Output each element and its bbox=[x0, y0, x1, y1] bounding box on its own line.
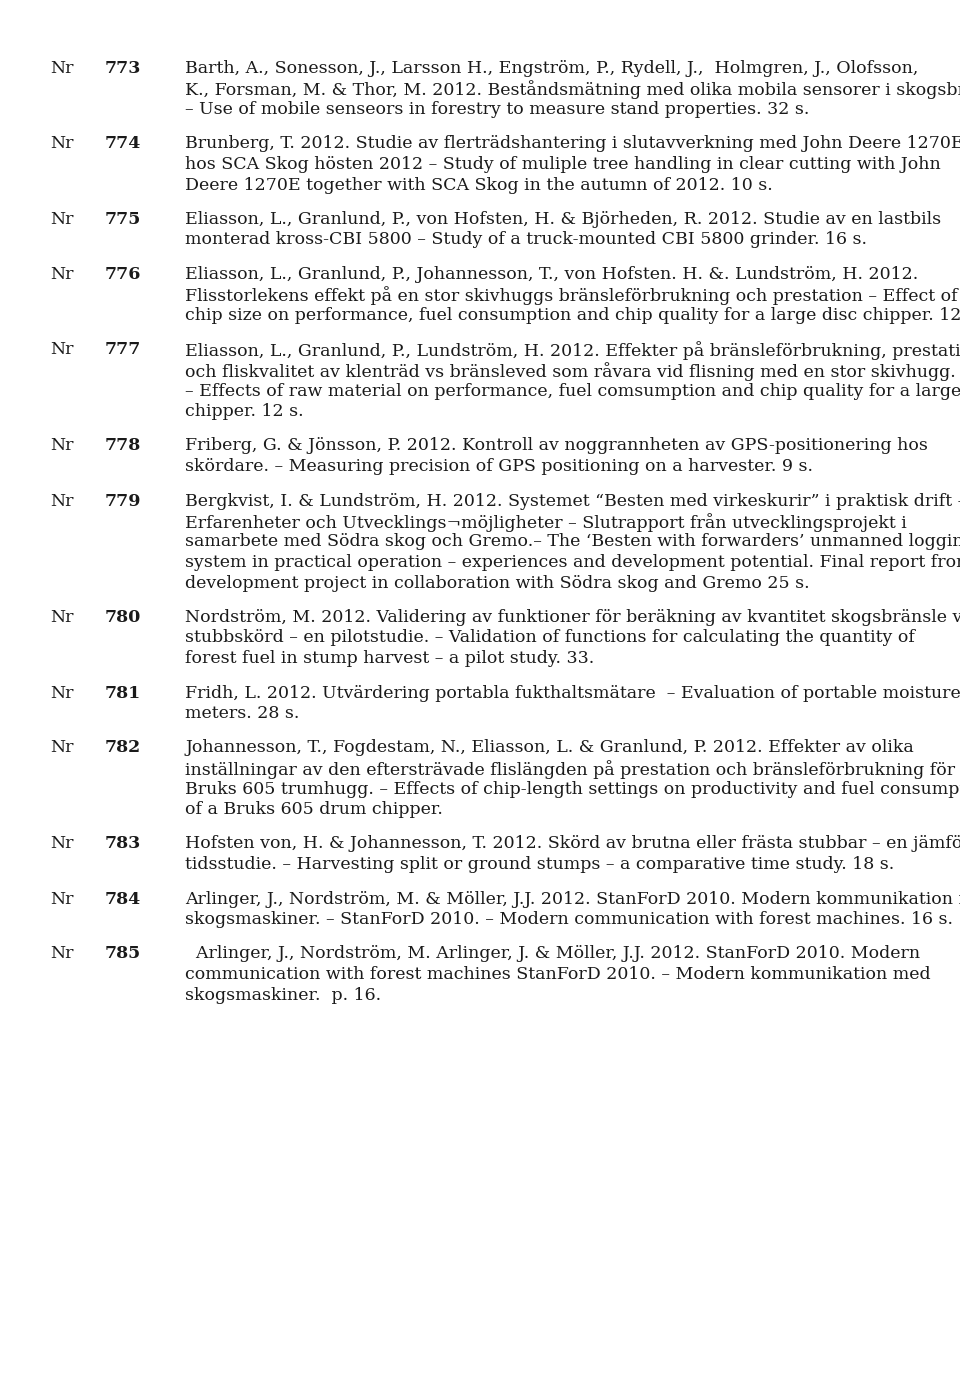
Text: 773: 773 bbox=[105, 60, 141, 77]
Text: meters. 28 s.: meters. 28 s. bbox=[185, 705, 300, 721]
Text: Johannesson, T., Fogdestam, N., Eliasson, L. & Granlund, P. 2012. Effekter av ol: Johannesson, T., Fogdestam, N., Eliasson… bbox=[185, 740, 914, 756]
Text: 779: 779 bbox=[105, 492, 141, 509]
Text: stubbskörd – en pilotstudie. – Validation of functions for calculating the quant: stubbskörd – en pilotstudie. – Validatio… bbox=[185, 629, 915, 646]
Text: development project in collaboration with Södra skog and Gremo 25 s.: development project in collaboration wit… bbox=[185, 575, 809, 591]
Text: Nr: Nr bbox=[50, 341, 74, 358]
Text: samarbete med Södra skog och Gremo.– The ‘Besten with forwarders’ unmanned loggi: samarbete med Södra skog och Gremo.– The… bbox=[185, 534, 960, 551]
Text: Nr: Nr bbox=[50, 836, 74, 853]
Text: Friberg, G. & Jönsson, P. 2012. Kontroll av noggrannheten av GPS-positionering h: Friberg, G. & Jönsson, P. 2012. Kontroll… bbox=[185, 438, 928, 454]
Text: och fliskvalitet av klenträd vs bränsleved som råvara vid flisning med en stor s: och fliskvalitet av klenträd vs bränslev… bbox=[185, 362, 956, 380]
Text: 785: 785 bbox=[105, 945, 141, 962]
Text: Nr: Nr bbox=[50, 60, 74, 77]
Text: Erfarenheter och Utvecklings¬möjligheter – Slutrapport från utvecklingsprojekt i: Erfarenheter och Utvecklings¬möjligheter… bbox=[185, 513, 907, 531]
Text: Nr: Nr bbox=[50, 685, 74, 702]
Text: skogsmaskiner. – StanForD 2010. – Modern communication with forest machines. 16 : skogsmaskiner. – StanForD 2010. – Modern… bbox=[185, 911, 953, 928]
Text: – Effects of raw material on performance, fuel comsumption and chip quality for : – Effects of raw material on performance… bbox=[185, 383, 960, 400]
Text: – Use of mobile senseors in forestry to measure stand properties. 32 s.: – Use of mobile senseors in forestry to … bbox=[185, 101, 809, 117]
Text: Nr: Nr bbox=[50, 211, 74, 228]
Text: Nr: Nr bbox=[50, 610, 74, 626]
Text: Deere 1270E together with SCA Skog in the autumn of 2012. 10 s.: Deere 1270E together with SCA Skog in th… bbox=[185, 176, 773, 193]
Text: Bergkvist, I. & Lundström, H. 2012. Systemet “Besten med virkeskurir” i praktisk: Bergkvist, I. & Lundström, H. 2012. Syst… bbox=[185, 492, 960, 509]
Text: 781: 781 bbox=[105, 685, 141, 702]
Text: communication with forest machines StanForD 2010. – Modern kommunikation med: communication with forest machines StanF… bbox=[185, 966, 930, 983]
Text: chipper. 12 s.: chipper. 12 s. bbox=[185, 403, 303, 419]
Text: Nr: Nr bbox=[50, 740, 74, 756]
Text: Eliasson, L., Granlund, P., Lundström, H. 2012. Effekter på bränsleförbrukning, : Eliasson, L., Granlund, P., Lundström, H… bbox=[185, 341, 960, 361]
Text: 775: 775 bbox=[105, 211, 141, 228]
Text: Barth, A., Sonesson, J., Larsson H., Engström, P., Rydell, J.,  Holmgren, J., Ol: Barth, A., Sonesson, J., Larsson H., Eng… bbox=[185, 60, 919, 77]
Text: Nr: Nr bbox=[50, 945, 74, 962]
Text: Nordström, M. 2012. Validering av funktioner för beräkning av kvantitet skogsbrä: Nordström, M. 2012. Validering av funkti… bbox=[185, 610, 960, 626]
Text: Nr: Nr bbox=[50, 492, 74, 509]
Text: Arlinger, J., Nordström, M. Arlinger, J. & Möller, J.J. 2012. StanForD 2010. Mod: Arlinger, J., Nordström, M. Arlinger, J.… bbox=[185, 945, 920, 962]
Text: Hofsten von, H. & Johannesson, T. 2012. Skörd av brutna eller frästa stubbar – e: Hofsten von, H. & Johannesson, T. 2012. … bbox=[185, 836, 960, 853]
Text: 774: 774 bbox=[105, 136, 141, 152]
Text: Nr: Nr bbox=[50, 266, 74, 282]
Text: Fridh, L. 2012. Utvärdering portabla fukthaltsmätare  – Evaluation of portable m: Fridh, L. 2012. Utvärdering portabla fuk… bbox=[185, 685, 960, 702]
Text: chip size on performance, fuel consumption and chip quality for a large disc chi: chip size on performance, fuel consumpti… bbox=[185, 308, 960, 324]
Text: Flisstorlekens effekt på en stor skivhuggs bränsleförbrukning och prestation – E: Flisstorlekens effekt på en stor skivhug… bbox=[185, 287, 960, 305]
Text: skördare. – Measuring precision of GPS positioning on a harvester. 9 s.: skördare. – Measuring precision of GPS p… bbox=[185, 459, 813, 475]
Text: Eliasson, L., Granlund, P., Johannesson, T., von Hofsten. H. &. Lundström, H. 20: Eliasson, L., Granlund, P., Johannesson,… bbox=[185, 266, 919, 282]
Text: 778: 778 bbox=[105, 438, 141, 454]
Text: 777: 777 bbox=[105, 341, 141, 358]
Text: 776: 776 bbox=[105, 266, 141, 282]
Text: 784: 784 bbox=[105, 891, 141, 907]
Text: 780: 780 bbox=[105, 610, 141, 626]
Text: 783: 783 bbox=[105, 836, 141, 853]
Text: K., Forsman, M. & Thor, M. 2012. Beståndsmätning med olika mobila sensorer i sko: K., Forsman, M. & Thor, M. 2012. Bestånd… bbox=[185, 81, 960, 99]
Text: skogsmaskiner.  p. 16.: skogsmaskiner. p. 16. bbox=[185, 987, 381, 1004]
Text: forest fuel in stump harvest – a pilot study. 33.: forest fuel in stump harvest – a pilot s… bbox=[185, 650, 594, 667]
Text: inställningar av den eftersträvade flislängden på prestation och bränsleförbrukn: inställningar av den eftersträvade flisl… bbox=[185, 761, 960, 779]
Text: hos SCA Skog hösten 2012 – Study of muliple tree handling in clear cutting with : hos SCA Skog hösten 2012 – Study of muli… bbox=[185, 157, 941, 173]
Text: system in practical operation – experiences and development potential. Final rep: system in practical operation – experien… bbox=[185, 554, 960, 570]
Text: Nr: Nr bbox=[50, 891, 74, 907]
Text: Brunberg, T. 2012. Studie av flerträdshantering i slutavverkning med John Deere : Brunberg, T. 2012. Studie av flerträdsha… bbox=[185, 136, 960, 152]
Text: tidsstudie. – Harvesting split or ground stumps – a comparative time study. 18 s: tidsstudie. – Harvesting split or ground… bbox=[185, 856, 895, 872]
Text: of a Bruks 605 drum chipper.: of a Bruks 605 drum chipper. bbox=[185, 801, 443, 818]
Text: Arlinger, J., Nordström, M. & Möller, J.J. 2012. StanForD 2010. Modern kommunika: Arlinger, J., Nordström, M. & Möller, J.… bbox=[185, 891, 960, 907]
Text: Bruks 605 trumhugg. – Effects of chip-length settings on productivity and fuel c: Bruks 605 trumhugg. – Effects of chip-le… bbox=[185, 780, 960, 797]
Text: 782: 782 bbox=[105, 740, 141, 756]
Text: Nr: Nr bbox=[50, 136, 74, 152]
Text: Eliasson, L., Granlund, P., von Hofsten, H. & Björheden, R. 2012. Studie av en l: Eliasson, L., Granlund, P., von Hofsten,… bbox=[185, 211, 941, 228]
Text: monterad kross-CBI 5800 – Study of a truck-mounted CBI 5800 grinder. 16 s.: monterad kross-CBI 5800 – Study of a tru… bbox=[185, 232, 867, 249]
Text: Nr: Nr bbox=[50, 438, 74, 454]
